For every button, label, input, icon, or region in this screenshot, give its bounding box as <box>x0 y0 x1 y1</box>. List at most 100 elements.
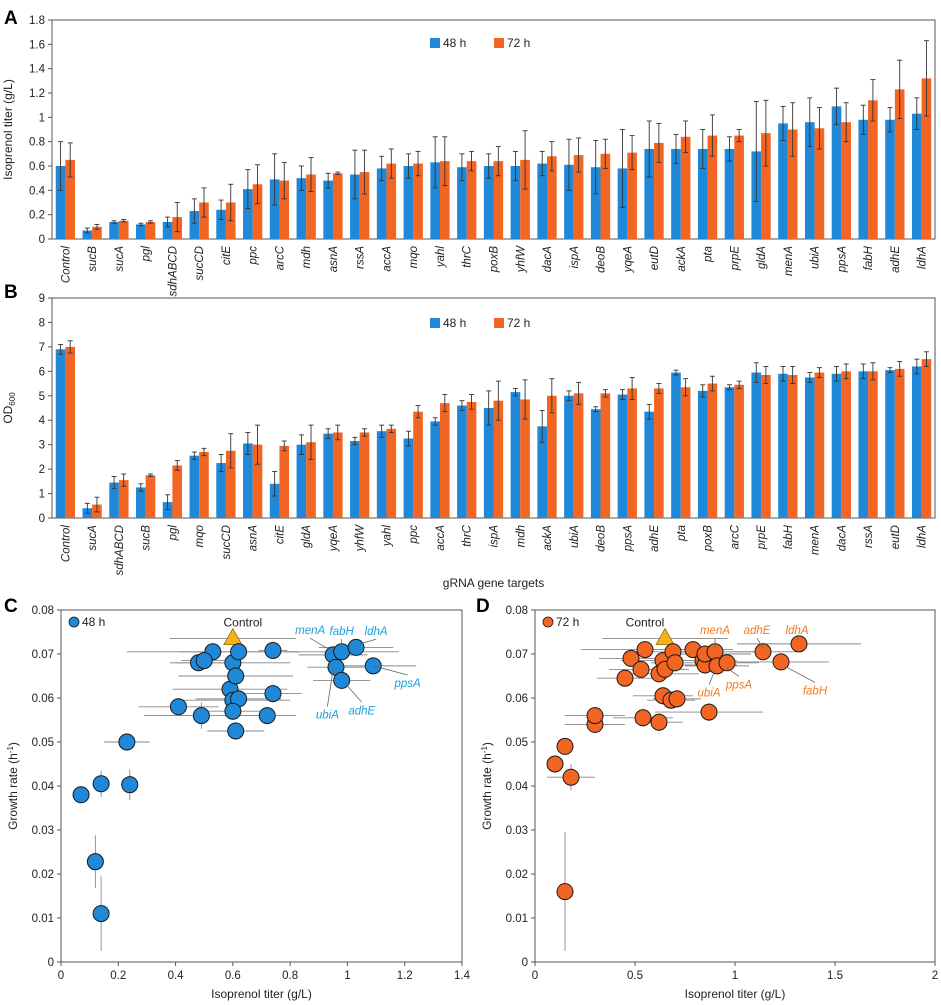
control-label: Control <box>626 616 665 630</box>
category-label: ppsA <box>622 525 634 553</box>
bar-48h-fabH <box>778 373 788 518</box>
category-label: ackA <box>676 246 688 272</box>
category-label: sucB <box>141 525 153 551</box>
bar-72h-adhE <box>654 388 664 518</box>
y-tick-label: 0.03 <box>32 825 54 837</box>
bar-72h-fabH <box>787 375 798 518</box>
x-tick-label: 0.8 <box>282 970 298 982</box>
bar-72h-ldhA <box>921 78 932 240</box>
category-label: ldhA <box>917 525 929 548</box>
bar-72h-eutD <box>894 368 905 518</box>
bar-48h-gldA <box>296 444 307 518</box>
category-label: rssA <box>355 246 367 269</box>
bar-48h-dacA <box>831 373 842 518</box>
annotation-leader <box>796 637 800 640</box>
category-label: prpE <box>756 525 768 551</box>
bar-48h-dacA <box>537 163 548 239</box>
category-label: menA <box>783 246 795 276</box>
bar-48h-Control <box>55 349 66 518</box>
y-tick-label: 9 <box>39 293 45 305</box>
category-label: deoB <box>596 525 608 552</box>
bar-48h-asnA <box>323 180 333 239</box>
bar-72h-prpE <box>761 375 771 518</box>
category-label: ackA <box>542 525 554 551</box>
data-point <box>622 649 640 667</box>
bar-48h-ackA <box>537 426 548 518</box>
bar-72h-thrC <box>466 161 477 239</box>
bar-48h-menA <box>778 123 788 239</box>
category-label: pgl <box>167 525 179 542</box>
bar-48h-ispA <box>564 164 574 239</box>
category-label: citE <box>274 525 286 545</box>
bar-72h-pta <box>707 135 718 239</box>
category-label: yhfW <box>515 245 527 273</box>
panel-a-bar-chart: 0 0.2 0.4 0.6 0.8 1 1.2 1.4 1.6 1.8 Isoprenol tite… <box>1 15 936 297</box>
data-point <box>586 707 604 725</box>
bar-48h-yahl <box>430 162 440 239</box>
data-point <box>264 641 282 659</box>
y-tick-label: 0.05 <box>506 737 528 749</box>
annotation-leader <box>309 637 334 653</box>
bar-48h-Control <box>55 166 66 239</box>
bar-72h-dacA <box>547 156 557 239</box>
bar-48h-prpE <box>724 148 735 239</box>
x-axis-label: Isoprenol titer (g/L) <box>211 987 312 1001</box>
annotation-label-fabH: fabH <box>803 685 828 697</box>
category-label: eutD <box>890 525 902 549</box>
x-tick-label: 2 <box>932 970 938 982</box>
bar-72h-ackA <box>680 136 691 239</box>
data-point <box>227 722 245 740</box>
bar-72h-yahl <box>386 428 397 518</box>
x-tick-label: 1 <box>732 970 738 982</box>
y-tick-label: 4 <box>39 415 46 427</box>
y-axis-label-end: ) <box>6 742 20 746</box>
y-tick-label: 0.07 <box>506 649 528 661</box>
bar-48h-citE <box>269 483 280 518</box>
legend-swatch-48h <box>430 318 440 328</box>
panel-d-scatter-plot: 0 0.01 0.02 0.03 0.04 0.05 0.06 0.07 0.08 0 0.5 1 1.… <box>480 605 938 1001</box>
y-tick-label: 1.4 <box>29 64 46 76</box>
y-axis-label: Growth rate (h-1) <box>6 742 20 830</box>
y-tick-label: 8 <box>39 317 45 329</box>
bar-48h-deoB <box>590 409 601 518</box>
bar-48h-mdh <box>510 392 521 518</box>
data-point <box>616 669 634 687</box>
bar-72h-mdh <box>520 399 530 518</box>
category-label: adhE <box>649 525 661 552</box>
bar-72h-citE <box>279 445 290 518</box>
bar-72h-menA <box>814 372 825 518</box>
bar-72h-sdhABCD <box>118 480 129 518</box>
data-point <box>264 685 282 703</box>
bar-48h-menA <box>804 377 815 518</box>
category-label: deoB <box>596 246 608 273</box>
annotation-leader <box>756 637 764 649</box>
data-point <box>72 786 90 804</box>
category-label: fabH <box>863 245 875 270</box>
bar-48h-accA <box>376 168 387 239</box>
legend-marker <box>68 616 80 628</box>
y-tick-label: 0 <box>39 513 45 525</box>
bar-48h-eutD <box>644 148 655 239</box>
category-label: gldA <box>756 246 768 269</box>
bar-48h-sdhABCD <box>109 482 119 518</box>
category-label: Control <box>60 525 72 563</box>
category-label: pta <box>676 525 688 542</box>
category-label: menA <box>810 525 822 555</box>
y-tick-label: 0.02 <box>32 869 54 881</box>
annotation-leader <box>344 682 363 703</box>
annotation-label-ubiA: ubiA <box>316 710 339 722</box>
bar-48h-yahl <box>376 431 387 518</box>
x-tick-label: 0.4 <box>168 970 185 982</box>
category-label: yhfW <box>355 524 367 552</box>
y-tick-label: 0.6 <box>29 161 45 173</box>
y-tick-label: 0.08 <box>506 605 528 617</box>
category-label: yqeA <box>328 525 340 553</box>
annotation-leader <box>726 667 740 677</box>
bar-48h-ackA <box>671 148 681 239</box>
bar-72h-rssA <box>868 371 878 518</box>
bar-72h-ppc <box>413 411 423 518</box>
bar-72h-ppsA <box>841 122 851 239</box>
data-point <box>772 653 790 671</box>
bar-48h-pgl <box>136 224 146 239</box>
y-tick-label: 5 <box>39 391 45 403</box>
